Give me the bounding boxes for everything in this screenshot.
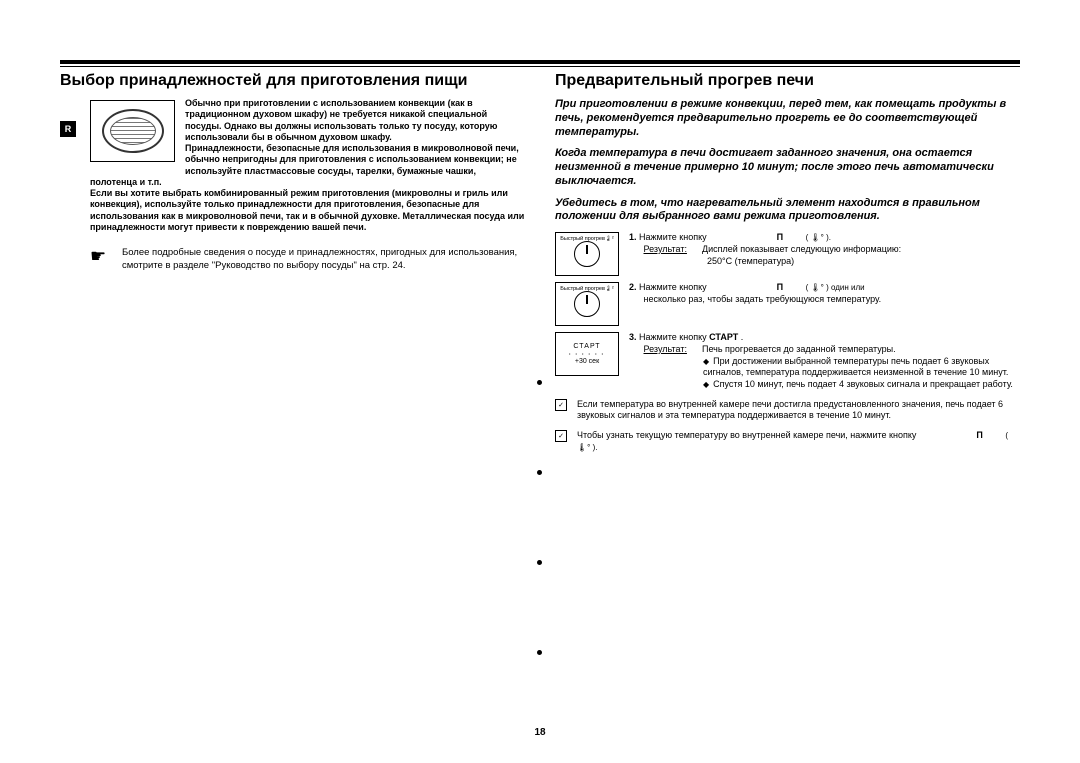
hand-icon: ☛ [90, 247, 108, 265]
step2-text-a: Нажмите кнопку [639, 282, 707, 292]
step-3: СТАРТ • • • • • • +30 сек 3. Нажмите кно… [555, 332, 1020, 390]
steps: Быстрый прогрев🌡² 1. Нажмите кнопку П ( … [555, 232, 1020, 453]
note2-text: Чтобы узнать текущую температуру во внут… [577, 430, 1020, 453]
step2-num: 2. [629, 282, 637, 292]
check-icon: ✓ [555, 399, 567, 411]
center-dots [537, 380, 543, 655]
intro-3: Убедитесь в том, что нагревательный элем… [555, 197, 1020, 225]
left-column: Выбор принадлежностей для приготовления … [60, 71, 525, 453]
left-note-text: Более подробные сведения о посуде и прин… [122, 247, 525, 273]
step1-text-b: П [777, 232, 783, 242]
step1-num: 1. [629, 232, 637, 242]
right-column: Предварительный прогрев печи При пригото… [555, 71, 1020, 453]
step1-result: Дисплей показывает следующую информацию: [702, 244, 901, 254]
step3-bullet-1: При достижении выбранной температуры печ… [703, 356, 1020, 379]
dot-icon [537, 650, 542, 655]
note1-text: Если температура во внутренней камере пе… [577, 399, 1020, 422]
step1-icon: Быстрый прогрев🌡² [555, 232, 619, 276]
step2-body: 2. Нажмите кнопку П ( 🌡° ) один или неск… [629, 282, 1020, 305]
step3-num: 3. [629, 332, 637, 342]
note2-b: П [976, 430, 982, 440]
step2-text-c: ( 🌡° ) один или [806, 283, 865, 292]
check-icon: ✓ [555, 430, 567, 442]
page: Выбор принадлежностей для приготовления … [0, 0, 1080, 763]
step3-text-a: Нажмите кнопку [639, 332, 709, 342]
step3-body: 3. Нажмите кнопку СТАРТ . Результат: Печ… [629, 332, 1020, 390]
step3-bullet-2: Спустя 10 минут, печь подает 4 звуковых … [703, 379, 1020, 391]
step1-text-a: Нажмите кнопку [639, 232, 707, 242]
dot-icon [537, 470, 542, 475]
left-note: ☛ Более подробные сведения о посуде и пр… [90, 247, 525, 273]
oval-plate-icon [102, 109, 164, 153]
step1-text-c: ( 🌡° ). [806, 233, 831, 242]
left-heading: Выбор принадлежностей для приготовления … [60, 71, 525, 90]
dot-icon [537, 380, 542, 385]
note-1: ✓ Если температура во внутренней камере … [555, 399, 1020, 422]
step3-result1: Печь прогревается до заданной температур… [702, 344, 896, 354]
note-2: ✓ Чтобы узнать текущую температуру во вн… [555, 430, 1020, 453]
step-2: Быстрый прогрев🌡² 2. Нажмите кнопку П ( … [555, 282, 1020, 326]
step-1: Быстрый прогрев🌡² 1. Нажмите кнопку П ( … [555, 232, 1020, 276]
step3-result-label: Результат: [644, 344, 687, 354]
note2-a: Чтобы узнать текущую температуру во внут… [577, 430, 916, 440]
dot-icon [537, 560, 542, 565]
right-heading: Предварительный прогрев печи [555, 71, 1020, 90]
step2-text-b: П [777, 282, 783, 292]
plate-icon [90, 100, 175, 162]
step1-temp: 250°C (температура) [707, 256, 794, 268]
intro-2: Когда температура в печи достигает задан… [555, 147, 1020, 188]
dial-icon [574, 241, 600, 267]
step1-result-label: Результат: [644, 244, 687, 254]
step3-label: СТАРТ [709, 332, 738, 342]
step2-rest: несколько раз, чтобы задать требующуюся … [644, 294, 882, 304]
step1-body: 1. Нажмите кнопку П ( 🌡° ). Результат: Д… [629, 232, 1020, 267]
step2-icon: Быстрый прогрев🌡² [555, 282, 619, 326]
step3-dot: . [738, 332, 743, 342]
top-rule [60, 60, 1020, 67]
step3-icon-bot: +30 сек [569, 357, 605, 367]
step3-icon-top: СТАРТ [569, 342, 605, 352]
r-badge: R [60, 121, 76, 137]
start-box: СТАРТ • • • • • • +30 сек [569, 342, 605, 367]
intro-1: При приготовлении в режиме конвекции, пе… [555, 98, 1020, 139]
page-number: 18 [0, 727, 1080, 738]
dial-icon [574, 291, 600, 317]
step3-icon: СТАРТ • • • • • • +30 сек [555, 332, 619, 376]
